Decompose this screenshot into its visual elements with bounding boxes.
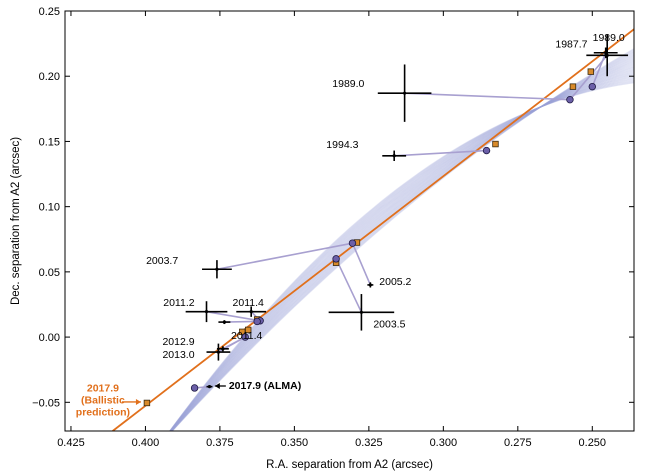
orbit-fit-curve [169, 82, 634, 431]
plot-frame [64, 10, 635, 432]
residual-line [351, 242, 372, 286]
model-point [348, 239, 357, 247]
residual-line [394, 149, 487, 157]
residual-line [206, 310, 261, 322]
orbit-fit-curve [169, 79, 634, 431]
ballistic-marker [492, 140, 499, 148]
epoch-label: 2011.2 [163, 297, 194, 309]
ballistic-arrow-head [135, 398, 141, 405]
observed-point [221, 347, 225, 351]
epoch-label: 2013.0 [162, 349, 194, 361]
ballistic-trajectory [112, 28, 634, 431]
observed-point [215, 267, 219, 271]
model-point [332, 255, 340, 263]
residual-line [216, 242, 353, 271]
residual-line [591, 52, 607, 87]
orbit-fit-curve [170, 54, 634, 431]
y-axis-label: Dec. separation from A2 (arcsec) [10, 137, 22, 305]
epoch-label: 1987.7 [555, 39, 587, 51]
orbit-fit-curve [169, 81, 634, 431]
epoch-labels: 1987.7 1989.0 1989.0 1994.3 2003.7 2005.2 2003… [76, 32, 625, 419]
epoch-label: 1989.0 [332, 78, 364, 90]
orbit-fit-curve [169, 71, 634, 431]
orbit-fit-curve [170, 55, 634, 431]
observed-point [207, 385, 212, 389]
orbit-fit-curve [169, 76, 634, 431]
epoch-label: 2011.4 [233, 297, 264, 309]
epoch-label: 2003.5 [373, 318, 405, 330]
orbit-fit-curve [169, 75, 634, 431]
ballistic-marker [239, 328, 246, 336]
orbit-fit-curve [169, 78, 634, 431]
observed-point [368, 283, 372, 287]
ballistic-prediction-label: (Ballistic [81, 395, 125, 407]
observed-positions [185, 34, 629, 389]
model-point [253, 317, 261, 326]
ballistic-marker [569, 83, 577, 90]
y-tick-label: 0.20 [39, 71, 60, 83]
observed-point [216, 350, 221, 354]
x-tick-label: 0.250 [579, 437, 607, 449]
orbit-fit-curve [169, 77, 634, 431]
x-tick-label: 0.400 [132, 437, 160, 449]
orbit-fit-curve [169, 72, 634, 431]
x-tick-label: 0.375 [206, 437, 234, 449]
residual-line [335, 258, 363, 313]
model-point [190, 384, 199, 392]
ballistic-prediction-marker [143, 399, 151, 407]
epoch-label: 2005.2 [379, 276, 411, 288]
x-axis: 0.425 0.400 0.375 0.350 0.325 0.300 0.275 0.250 [57, 11, 606, 449]
epoch-label: 1989.0 [593, 32, 625, 44]
ballistic-prediction-label: 2017.9 [87, 383, 119, 395]
y-tick-label: 0.15 [39, 136, 60, 148]
observed-point [359, 310, 364, 314]
orbit-fit-curve [169, 69, 634, 431]
epoch-label: 2003.7 [146, 255, 178, 267]
model-point [482, 146, 491, 155]
x-axis-label: R.A. separation from A2 (arcsec) [266, 459, 433, 471]
x-tick-label: 0.425 [57, 437, 85, 449]
x-tick-label: 0.350 [281, 437, 309, 449]
epoch-label: 2012.9 [162, 336, 194, 348]
observed-point [249, 310, 253, 314]
model-point [566, 95, 574, 104]
observed-point [204, 310, 209, 314]
ballistic-marker [587, 68, 595, 75]
orbit-fit-curve [171, 50, 634, 431]
alma-arrow-head [214, 383, 220, 389]
model-point [588, 82, 596, 91]
model-markers [143, 68, 596, 407]
y-tick-label: −0.05 [32, 397, 60, 409]
alma-epoch-label: 2017.9 (ALMA) [229, 380, 301, 392]
epoch-label: 2011.4 [231, 330, 262, 342]
y-tick-label: 0.10 [39, 202, 60, 214]
orbit-fit-curve [171, 48, 634, 431]
model-point [241, 333, 249, 341]
orbit-fit-curve [171, 49, 634, 431]
observed-point [604, 51, 608, 55]
orbit-fit-curve [169, 70, 634, 431]
ballistic-prediction-label: prediction) [76, 407, 130, 419]
ballistic-line [112, 28, 634, 431]
observed-point [403, 91, 407, 95]
residual-line [404, 92, 570, 101]
y-tick-label: 0.25 [39, 6, 60, 18]
y-tick-label: 0.05 [39, 267, 60, 279]
x-tick-label: 0.275 [504, 437, 532, 449]
observed-point [392, 154, 396, 158]
x-tick-label: 0.325 [355, 437, 383, 449]
y-tick-label: 0.00 [39, 332, 60, 344]
epoch-label: 1994.3 [326, 139, 358, 151]
orbit-fit-curve [169, 74, 634, 431]
observed-point [222, 320, 226, 324]
y-axis: −0.05 0.00 0.05 0.10 0.15 0.20 0.25 [32, 6, 634, 409]
x-tick-label: 0.300 [430, 437, 458, 449]
